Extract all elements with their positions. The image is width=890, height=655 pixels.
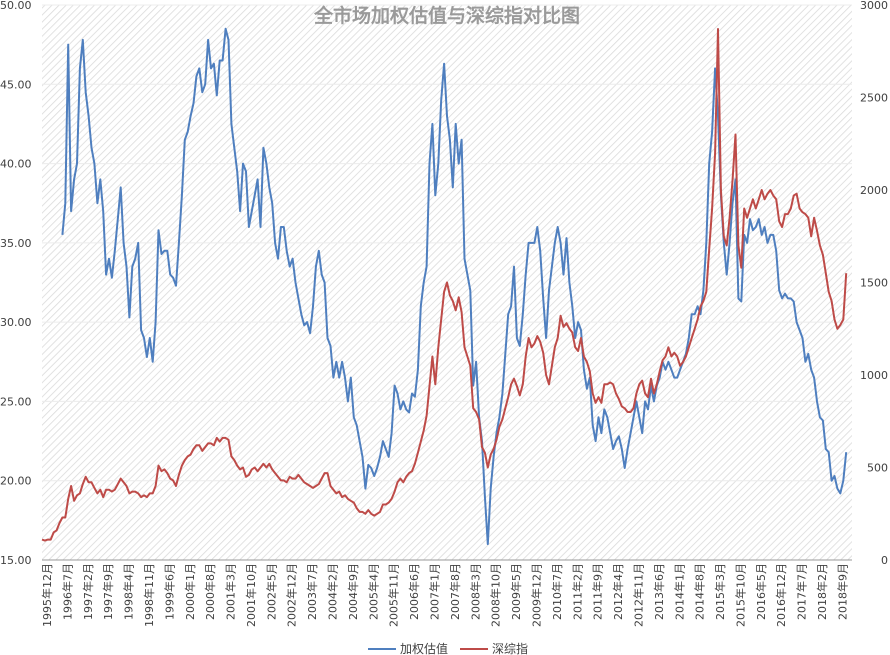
x-axis-tick-label: 2005年11月 [387, 563, 401, 627]
x-axis-tick-label: 2012年4月 [611, 563, 625, 620]
x-axis-tick-label: 1998年11月 [142, 563, 156, 627]
x-axis-tick-label: 2001年3月 [224, 563, 238, 620]
x-axis-tick-label: 2001年10月 [244, 563, 258, 627]
x-axis-tick-label: 1997年9月 [101, 563, 115, 620]
x-axis-tick-label: 2015年3月 [713, 563, 727, 620]
x-axis-tick-label: 2009年5月 [509, 563, 523, 620]
series-line-weighted-valuation [61, 27, 848, 546]
x-axis-tick-label: 2008年10月 [489, 563, 503, 627]
series-line-shenzhen-index [41, 28, 848, 542]
x-axis-tick-label: 2013年6月 [652, 563, 666, 620]
x-axis-tick-label: 2009年12月 [529, 563, 543, 627]
legend-label-shenzhen-index: 深综指 [492, 641, 528, 655]
x-axis-ticks: 1995年12月 1996年7月 1997年2月 1997年9月 1998年4月 1998… [40, 563, 849, 627]
x-axis-tick-label: 2005年4月 [366, 563, 380, 620]
left-axis-tick-label: 40.00 [0, 158, 32, 171]
x-axis-tick-label: 2011年2月 [570, 563, 584, 620]
x-axis-tick-label: 1997年2月 [81, 563, 95, 620]
x-axis-tick-label: 2007年1月 [428, 563, 442, 620]
x-axis-tick-label: 2004年2月 [326, 563, 340, 620]
x-axis-tick-label: 2012年11月 [631, 563, 645, 627]
x-axis-tick-label: 2000年8月 [203, 563, 217, 620]
x-axis-tick-label: 2000年1月 [183, 563, 197, 620]
right-axis-tick-label: 3000 [860, 0, 888, 12]
x-axis-tick-label: 2007年8月 [448, 563, 462, 620]
x-axis-tick-label: 2003年7月 [305, 563, 319, 620]
left-axis-tick-label: 15.00 [0, 554, 32, 567]
chart-title: 全市场加权估值与深综指对比图 [313, 4, 580, 27]
x-axis-tick-label: 2015年10月 [733, 563, 747, 627]
x-axis-tick-label: 1995年12月 [40, 563, 54, 627]
x-axis-tick-label: 2006年6月 [407, 563, 421, 620]
x-axis-tick-label: 2011年9月 [591, 563, 605, 620]
legend-label-weighted-valuation: 加权估值 [400, 641, 448, 655]
x-axis-tick-label: 2002年12月 [285, 563, 299, 627]
x-axis-tick-label: 1998年4月 [122, 563, 136, 620]
series-lines [41, 27, 848, 546]
right-axis-ticks: 0 500 1000 1500 2000 2500 3000 [860, 0, 888, 567]
left-axis-tick-label: 45.00 [0, 78, 32, 91]
x-axis-tick-label: 2008年3月 [468, 563, 482, 620]
right-axis-tick-label: 2500 [860, 92, 888, 105]
left-axis-ticks: 15.00 20.00 25.00 30.00 35.00 40.00 45.00 50.00 [0, 0, 32, 567]
left-axis-tick-label: 50.00 [0, 0, 32, 12]
right-axis-tick-label: 1500 [860, 277, 888, 290]
left-axis-tick-label: 25.00 [0, 395, 32, 408]
x-axis-tick-label: 2014年8月 [693, 563, 707, 620]
x-axis-tick-label: 2018年9月 [835, 563, 849, 620]
x-axis-tick-label: 2017年7月 [795, 563, 809, 620]
x-axis-tick-label: 2018年2月 [815, 563, 829, 620]
x-axis-tick-label: 2016年12月 [774, 563, 788, 627]
x-axis-tick-label: 1999年6月 [162, 563, 176, 620]
right-axis-tick-label: 2000 [860, 184, 888, 197]
right-axis-tick-label: 500 [867, 462, 888, 475]
x-axis-tick-label: 1996年7月 [60, 563, 74, 620]
left-axis-tick-label: 30.00 [0, 316, 32, 329]
x-axis-tick-label: 2004年9月 [346, 563, 360, 620]
x-axis-tick-label: 2016年5月 [754, 563, 768, 620]
x-axis-tick-label: 2010年7月 [550, 563, 564, 620]
left-axis-tick-label: 35.00 [0, 237, 32, 250]
right-axis-tick-label: 0 [881, 554, 888, 567]
right-axis-tick-label: 1000 [860, 369, 888, 382]
legend: 加权估值 深综指 [368, 641, 528, 655]
x-axis-tick-label: 2014年1月 [672, 563, 686, 620]
left-axis-tick-label: 20.00 [0, 475, 32, 488]
x-axis-tick-label: 2002年5月 [264, 563, 278, 620]
